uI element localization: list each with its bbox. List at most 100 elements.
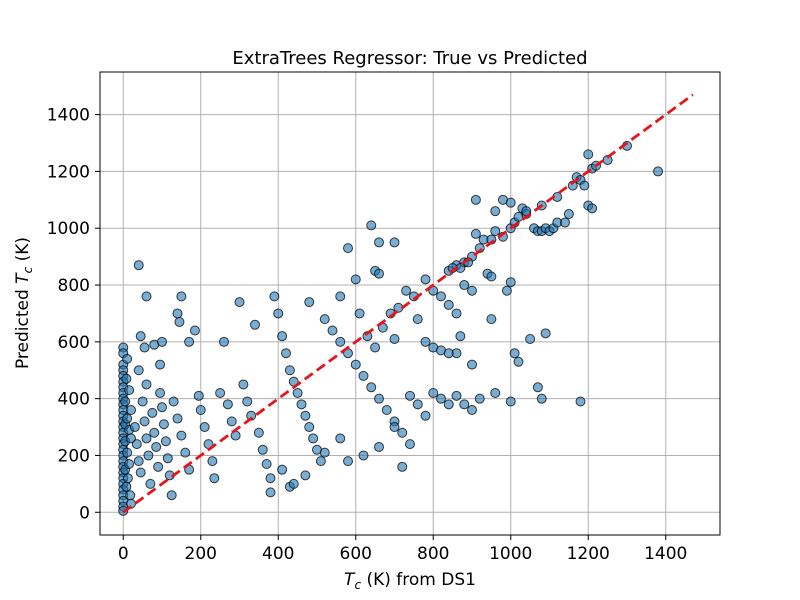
data-point — [374, 237, 384, 248]
data-point — [284, 365, 295, 376]
data-point — [486, 314, 497, 325]
data-point — [397, 461, 408, 472]
y-tick-label: 600 — [58, 333, 90, 353]
data-point — [335, 291, 346, 302]
data-point — [143, 450, 154, 461]
data-point — [195, 405, 206, 416]
y-tick-label: 1200 — [47, 162, 90, 182]
data-point — [389, 334, 400, 345]
data-point — [308, 433, 319, 444]
data-point — [501, 285, 512, 296]
x-axis-label-var: T — [344, 570, 356, 590]
data-point — [459, 399, 470, 410]
data-point — [540, 328, 551, 339]
data-point — [470, 228, 481, 239]
data-point — [139, 342, 150, 353]
y-axis-label: Predicted Tc (K) — [13, 237, 35, 369]
x-axis-label-sub: c — [354, 578, 361, 592]
data-point — [300, 410, 311, 421]
data-point — [335, 336, 346, 347]
data-point — [129, 422, 140, 433]
data-point — [135, 467, 146, 478]
plot-frame — [99, 71, 721, 536]
data-point — [354, 308, 365, 319]
data-point — [350, 359, 361, 370]
data-point — [536, 393, 547, 404]
data-point — [157, 402, 167, 413]
y-axis-label-sub: c — [21, 266, 35, 273]
x-axis-label: Tc (K) from DS1 — [344, 570, 476, 592]
x-tick-label: 800 — [417, 544, 449, 564]
x-tick-label: 1400 — [644, 544, 687, 564]
x-tick-label: 600 — [340, 544, 372, 564]
data-point — [189, 325, 200, 336]
data-point — [532, 382, 543, 393]
data-point — [174, 316, 185, 327]
data-point — [238, 379, 249, 390]
data-point — [509, 348, 520, 359]
data-point — [583, 149, 594, 160]
data-point — [412, 314, 423, 325]
data-point — [296, 399, 307, 410]
data-point — [319, 447, 330, 458]
data-point — [261, 458, 272, 469]
data-point — [459, 280, 470, 291]
data-point — [389, 237, 400, 248]
data-point — [253, 427, 264, 438]
data-point — [122, 413, 133, 424]
data-point — [467, 285, 477, 296]
data-point — [579, 180, 590, 191]
chart-title: ExtraTrees Regressor: True vs Predicted — [232, 48, 587, 69]
data-point — [587, 203, 598, 214]
data-point — [381, 405, 392, 416]
data-point — [420, 410, 431, 421]
y-tick-label: 0 — [79, 503, 90, 523]
data-point — [319, 314, 330, 325]
data-point — [405, 390, 415, 401]
data-point — [149, 427, 160, 438]
data-point — [335, 433, 346, 444]
data-point — [563, 209, 574, 220]
data-point — [505, 396, 516, 407]
y-tick-label: 400 — [58, 390, 90, 410]
data-point — [184, 336, 195, 347]
data-point — [153, 461, 164, 472]
data-point — [412, 399, 423, 410]
data-point — [343, 243, 353, 254]
data-point — [121, 481, 132, 492]
data-point — [575, 396, 586, 407]
data-point — [180, 447, 191, 458]
x-tick-label: 400 — [262, 544, 294, 564]
reference-line — [122, 93, 694, 514]
data-point — [389, 422, 400, 433]
data-point — [397, 427, 408, 438]
x-tick-label: 1200 — [567, 544, 610, 564]
data-point — [160, 436, 171, 447]
data-points — [118, 140, 663, 516]
data-point — [269, 291, 280, 302]
data-point — [277, 464, 288, 475]
data-point — [443, 299, 454, 310]
data-point — [300, 470, 311, 481]
data-point — [265, 487, 276, 498]
data-point — [343, 456, 353, 467]
data-point — [470, 194, 481, 205]
data-point — [207, 456, 218, 467]
data-point — [374, 393, 384, 404]
data-point — [467, 405, 477, 416]
data-point — [139, 416, 150, 427]
reference-line-group — [122, 93, 694, 514]
data-point — [451, 390, 462, 401]
data-point — [125, 490, 136, 501]
data-point — [145, 478, 156, 489]
data-point — [209, 473, 220, 484]
data-point — [176, 291, 187, 302]
y-tick-label: 1000 — [47, 219, 90, 239]
x-tick-label: 200 — [185, 544, 217, 564]
data-point — [401, 285, 412, 296]
data-point — [257, 444, 268, 455]
data-point — [122, 473, 133, 484]
data-point — [525, 334, 536, 345]
data-point — [350, 274, 361, 285]
